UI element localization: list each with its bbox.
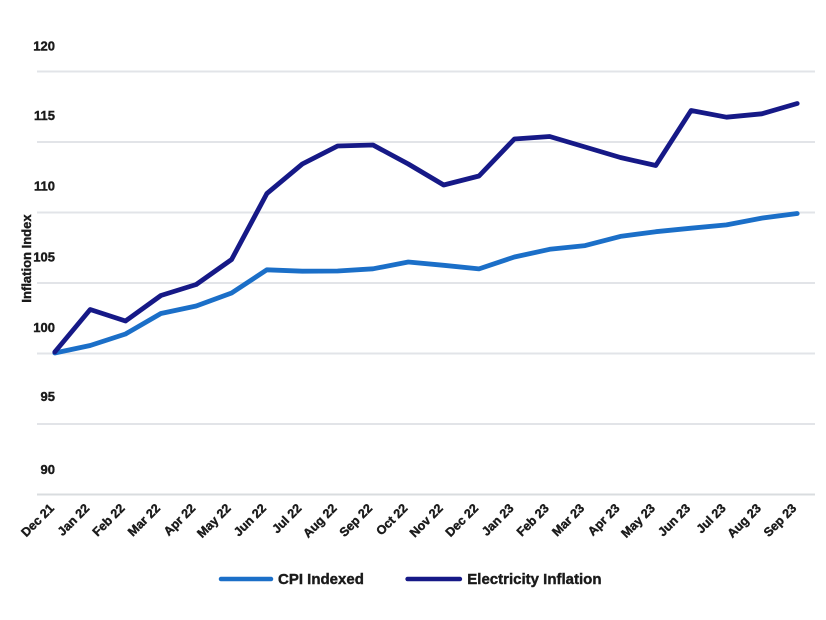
svg-text:95: 95 (41, 389, 55, 404)
svg-text:Feb 22: Feb 22 (90, 501, 128, 539)
svg-text:90: 90 (41, 462, 55, 477)
svg-text:Jan 23: Jan 23 (479, 501, 516, 538)
svg-text:Dec 22: Dec 22 (443, 501, 481, 539)
svg-text:Sep 23: Sep 23 (761, 501, 799, 539)
svg-text:100: 100 (33, 320, 55, 335)
svg-text:Nov 22: Nov 22 (407, 501, 446, 540)
svg-text:Jan 22: Jan 22 (55, 501, 92, 538)
svg-text:Feb 23: Feb 23 (514, 501, 552, 539)
svg-text:May 23: May 23 (619, 501, 658, 540)
svg-text:Electricity Inflation: Electricity Inflation (467, 571, 601, 588)
svg-text:Aug 22: Aug 22 (300, 501, 339, 540)
svg-text:Mar 23: Mar 23 (549, 501, 587, 539)
svg-text:105: 105 (33, 250, 55, 265)
svg-text:110: 110 (34, 179, 55, 194)
svg-text:Oct 22: Oct 22 (373, 501, 410, 538)
svg-text:Aug 23: Aug 23 (725, 501, 764, 540)
svg-text:120: 120 (33, 39, 55, 54)
svg-text:CPI Indexed: CPI Indexed (278, 571, 364, 588)
svg-text:Jun 22: Jun 22 (231, 501, 269, 539)
svg-text:May 22: May 22 (194, 501, 233, 540)
svg-text:Sep 22: Sep 22 (337, 501, 375, 539)
svg-text:Apr 22: Apr 22 (161, 501, 198, 538)
svg-text:Apr 23: Apr 23 (585, 501, 622, 538)
svg-text:Jun 23: Jun 23 (655, 501, 693, 539)
svg-text:Inflation Index: Inflation Index (19, 214, 34, 303)
svg-text:115: 115 (34, 108, 55, 123)
svg-text:Mar 22: Mar 22 (125, 501, 163, 539)
svg-text:Dec 21: Dec 21 (19, 501, 57, 539)
